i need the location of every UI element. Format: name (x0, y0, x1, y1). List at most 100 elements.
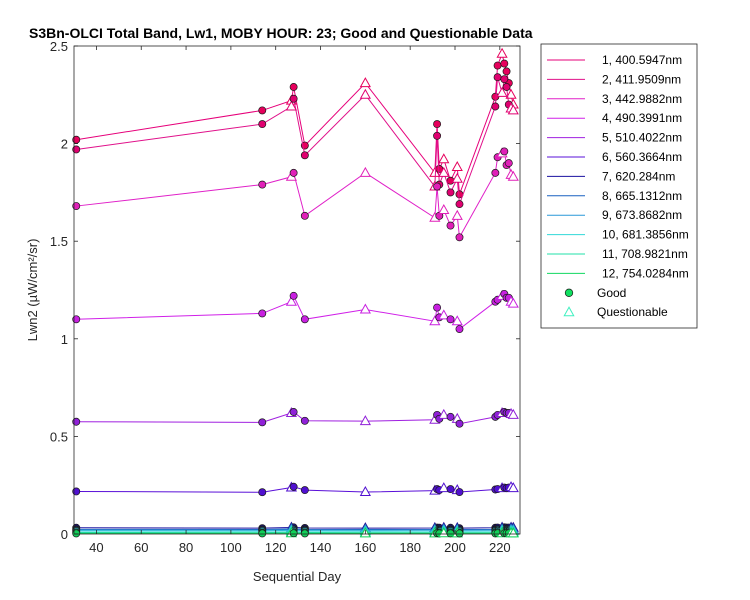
x-tick-label: 100 (220, 540, 242, 555)
legend-label: 2, 411.9509nm (602, 72, 681, 86)
good-point (493, 61, 502, 70)
good-point (72, 529, 81, 538)
questionable-point (451, 315, 463, 326)
y-tick-label: 0 (61, 527, 68, 542)
questionable-point (285, 295, 298, 306)
good-point (289, 291, 298, 300)
good-point (500, 75, 509, 84)
good-point (500, 147, 509, 156)
good-point (72, 202, 81, 211)
questionable-point (359, 166, 371, 177)
good-point (258, 120, 267, 129)
questionable-point (438, 527, 450, 538)
good-point (455, 488, 464, 496)
legend-label: 7, 620.284nm (602, 169, 675, 183)
good-point (300, 416, 309, 425)
legend-item: 7, 620.284nm (547, 169, 675, 183)
questionable-point (507, 482, 519, 493)
questionable-point (507, 104, 519, 115)
legend-label: 4, 490.3991nm (602, 111, 682, 125)
good-point (300, 486, 309, 495)
legend-item: 9, 673.8682nm (547, 208, 682, 222)
x-tick-label: 60 (134, 540, 148, 555)
good-point (491, 102, 500, 111)
series-layer (72, 47, 519, 538)
questionable-point (496, 86, 508, 97)
legend-label: 11, 708.9821nm (602, 247, 688, 261)
good-point (258, 529, 267, 538)
good-point (446, 188, 455, 197)
good-point (455, 200, 464, 209)
questionable-point (438, 309, 450, 320)
y-axis-label: Lwn2 (µW/cm²/sr) (25, 239, 40, 342)
good-point (72, 417, 81, 426)
questionable-point (359, 415, 371, 426)
plot-area (74, 46, 520, 534)
good-point (493, 73, 502, 82)
legend-label: Good (597, 286, 626, 300)
legend-item: 2, 411.9509nm (547, 72, 681, 86)
series-4 (72, 289, 519, 333)
good-point (433, 182, 442, 191)
good-point (433, 131, 442, 140)
good-point (72, 487, 81, 496)
legend-marker-good (564, 288, 574, 297)
good-point (300, 529, 309, 538)
questionable-point (359, 88, 371, 99)
questionable-point (359, 303, 371, 314)
x-tick-label: 220 (489, 540, 511, 555)
legend-item: Questionable (563, 305, 668, 319)
good-point (433, 120, 442, 129)
series-3 (72, 147, 519, 242)
good-point (258, 180, 267, 189)
good-point (289, 529, 298, 538)
y-tick-label: 0.5 (50, 429, 68, 444)
legend-label: 8, 665.1312nm (602, 189, 682, 203)
legend-label: 12, 754.0284nm (602, 266, 689, 280)
good-point (446, 412, 455, 421)
good-point (72, 145, 81, 154)
legend-item: 8, 665.1312nm (547, 189, 682, 203)
legend-marker-questionable (563, 306, 575, 317)
good-point (455, 325, 464, 333)
good-point (491, 168, 500, 177)
questionable-point (438, 408, 450, 419)
good-point (289, 482, 298, 491)
good-point (289, 94, 298, 103)
good-point (72, 315, 81, 324)
good-point (258, 309, 267, 318)
good-point (300, 315, 309, 324)
questionable-point (507, 527, 519, 538)
good-point (455, 233, 464, 242)
good-point (258, 488, 267, 497)
legend-label: 6, 560.3664nm (602, 150, 682, 164)
legend-item: 11, 708.9821nm (547, 247, 688, 261)
questionable-point (451, 160, 463, 172)
legend-label: 10, 681.3856nm (602, 228, 689, 242)
legend-label: 5, 510.4022nm (602, 131, 682, 145)
good-point (258, 106, 267, 115)
legend-item: 10, 681.3856nm (547, 228, 689, 242)
x-axis-label: Sequential Day (253, 569, 342, 584)
good-point (455, 529, 464, 538)
x-tick-label: 40 (89, 540, 103, 555)
good-point (300, 151, 309, 160)
axes-box (73, 45, 521, 535)
good-point (289, 168, 298, 177)
questionable-point (505, 88, 517, 99)
questionable-point (507, 170, 519, 181)
legend-label: Questionable (597, 305, 668, 319)
legend-label: 9, 673.8682nm (602, 208, 682, 222)
y-tick-label: 1 (61, 332, 68, 347)
series-1 (72, 47, 519, 199)
good-point (455, 419, 464, 428)
x-tick-label: 80 (179, 540, 193, 555)
x-tick-label: 140 (310, 540, 332, 555)
questionable-point (438, 166, 450, 177)
legend: 1, 400.5947nm 2, 411.9509nm 3, 442.9882nm 4… (540, 43, 698, 329)
good-point (504, 159, 513, 168)
legend-label: 1, 400.5947nm (602, 53, 682, 67)
questionable-point (438, 482, 450, 493)
y-tick-label: 2.5 (50, 39, 68, 54)
